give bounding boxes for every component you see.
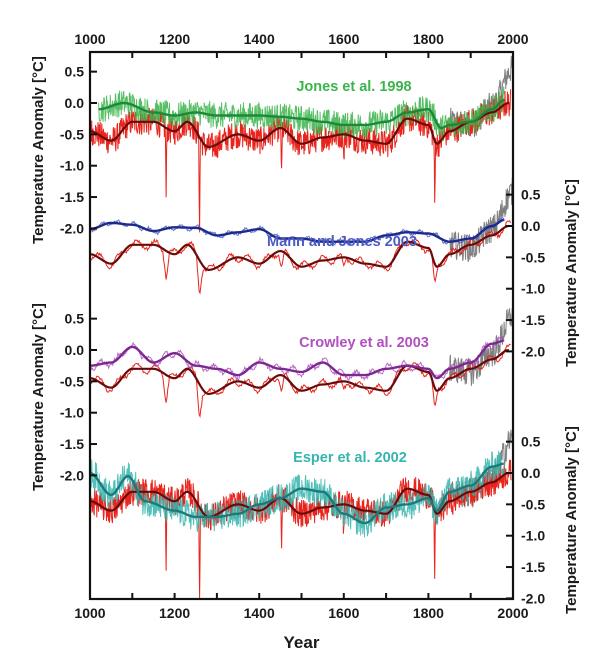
panel-mann-and-jones-2003 (90, 177, 513, 295)
y-tick-label: 0.5 (65, 64, 85, 80)
y-tick-label: -1.5 (60, 189, 84, 205)
y-tick-label: -1.0 (60, 158, 84, 174)
y-tick-label: -1.0 (521, 281, 545, 297)
y-tick-label: 0.0 (521, 465, 541, 481)
x-tick-label-top: 1000 (74, 31, 105, 47)
panel-jones-et-al-1998 (90, 55, 513, 233)
x-tick-label-bottom: 1600 (328, 605, 359, 621)
x-axis: 1000 1000 1200 1200 1400 1400 1600 1600 1800 1800… (74, 31, 528, 621)
series-label: Esper et al. 2002 (293, 450, 407, 466)
series-label: Crowley et al. 2003 (299, 335, 429, 351)
series-smooth-line (90, 462, 504, 525)
series-smooth-line (98, 98, 505, 130)
y-tick-label: 0.0 (65, 95, 85, 111)
y-axes: 0.5 0.0 -0.5 -1.0 -1.5 -2.0 Temperature Anomal… (30, 56, 580, 614)
y-tick-label: -0.5 (60, 126, 84, 142)
y-tick-label: -0.5 (521, 496, 545, 512)
y-tick-label: 0.0 (521, 218, 541, 234)
y-tick-label: 0.0 (65, 342, 85, 358)
y-tick-label: -1.5 (521, 559, 545, 575)
x-tick-label-top: 1200 (159, 31, 190, 47)
y-tick-label: -0.5 (60, 373, 84, 389)
reference-smooth-line (90, 348, 509, 395)
series-label: Jones et al. 1998 (296, 79, 411, 95)
x-tick-label-top: 1600 (328, 31, 359, 47)
y-tick-label: -1.5 (60, 436, 84, 452)
y-tick-label: -1.5 (521, 312, 545, 328)
y-axis-title: Temperature Anomaly [°C] (563, 179, 580, 367)
y-tick-label: -2.0 (60, 467, 84, 483)
y-axis-title: Temperature Anomaly [°C] (563, 426, 580, 614)
plot-area (90, 55, 513, 599)
series-raw-line (90, 336, 505, 382)
series-smooth-line (90, 218, 505, 243)
y-tick-label: 0.5 (521, 434, 541, 450)
x-tick-label-top: 2000 (497, 31, 528, 47)
series-labels: Jones et al. 1998 Mann and Jones 2003 Crow… (267, 79, 429, 466)
y-axis-title: Temperature Anomaly [°C] (30, 56, 47, 244)
y-tick-label: 0.5 (65, 311, 85, 327)
y-tick-label: -2.0 (521, 343, 545, 359)
x-axis-title: Year (284, 633, 320, 652)
panel-crowley-et-al-2003 (90, 303, 513, 419)
x-tick-label-bottom: 2000 (497, 605, 528, 621)
reference-smooth-line (90, 224, 509, 271)
x-tick-label-bottom: 1200 (159, 605, 190, 621)
x-tick-label-bottom: 1000 (74, 605, 105, 621)
y-tick-label: -0.5 (521, 249, 545, 265)
series-raw-line (98, 86, 505, 142)
y-tick-label: -1.0 (521, 528, 545, 544)
x-tick-label-bottom: 1800 (413, 605, 444, 621)
series-smooth-line (90, 339, 504, 380)
x-tick-label-top: 1800 (413, 31, 444, 47)
panel-esper-et-al-2002 (90, 428, 513, 599)
y-axis-title: Temperature Anomaly [°C] (30, 303, 47, 491)
instrumental-line (449, 177, 513, 262)
y-tick-label: 0.5 (521, 187, 541, 203)
reference-smooth-line (90, 101, 509, 148)
reference-smooth-line (90, 471, 509, 519)
y-tick-label: -2.0 (60, 220, 84, 236)
y-tick-label: -2.0 (521, 590, 545, 606)
x-tick-label-top: 1400 (244, 31, 275, 47)
y-tick-label: -1.0 (60, 405, 84, 421)
series-label: Mann and Jones 2003 (267, 234, 417, 250)
x-tick-label-bottom: 1400 (244, 605, 275, 621)
